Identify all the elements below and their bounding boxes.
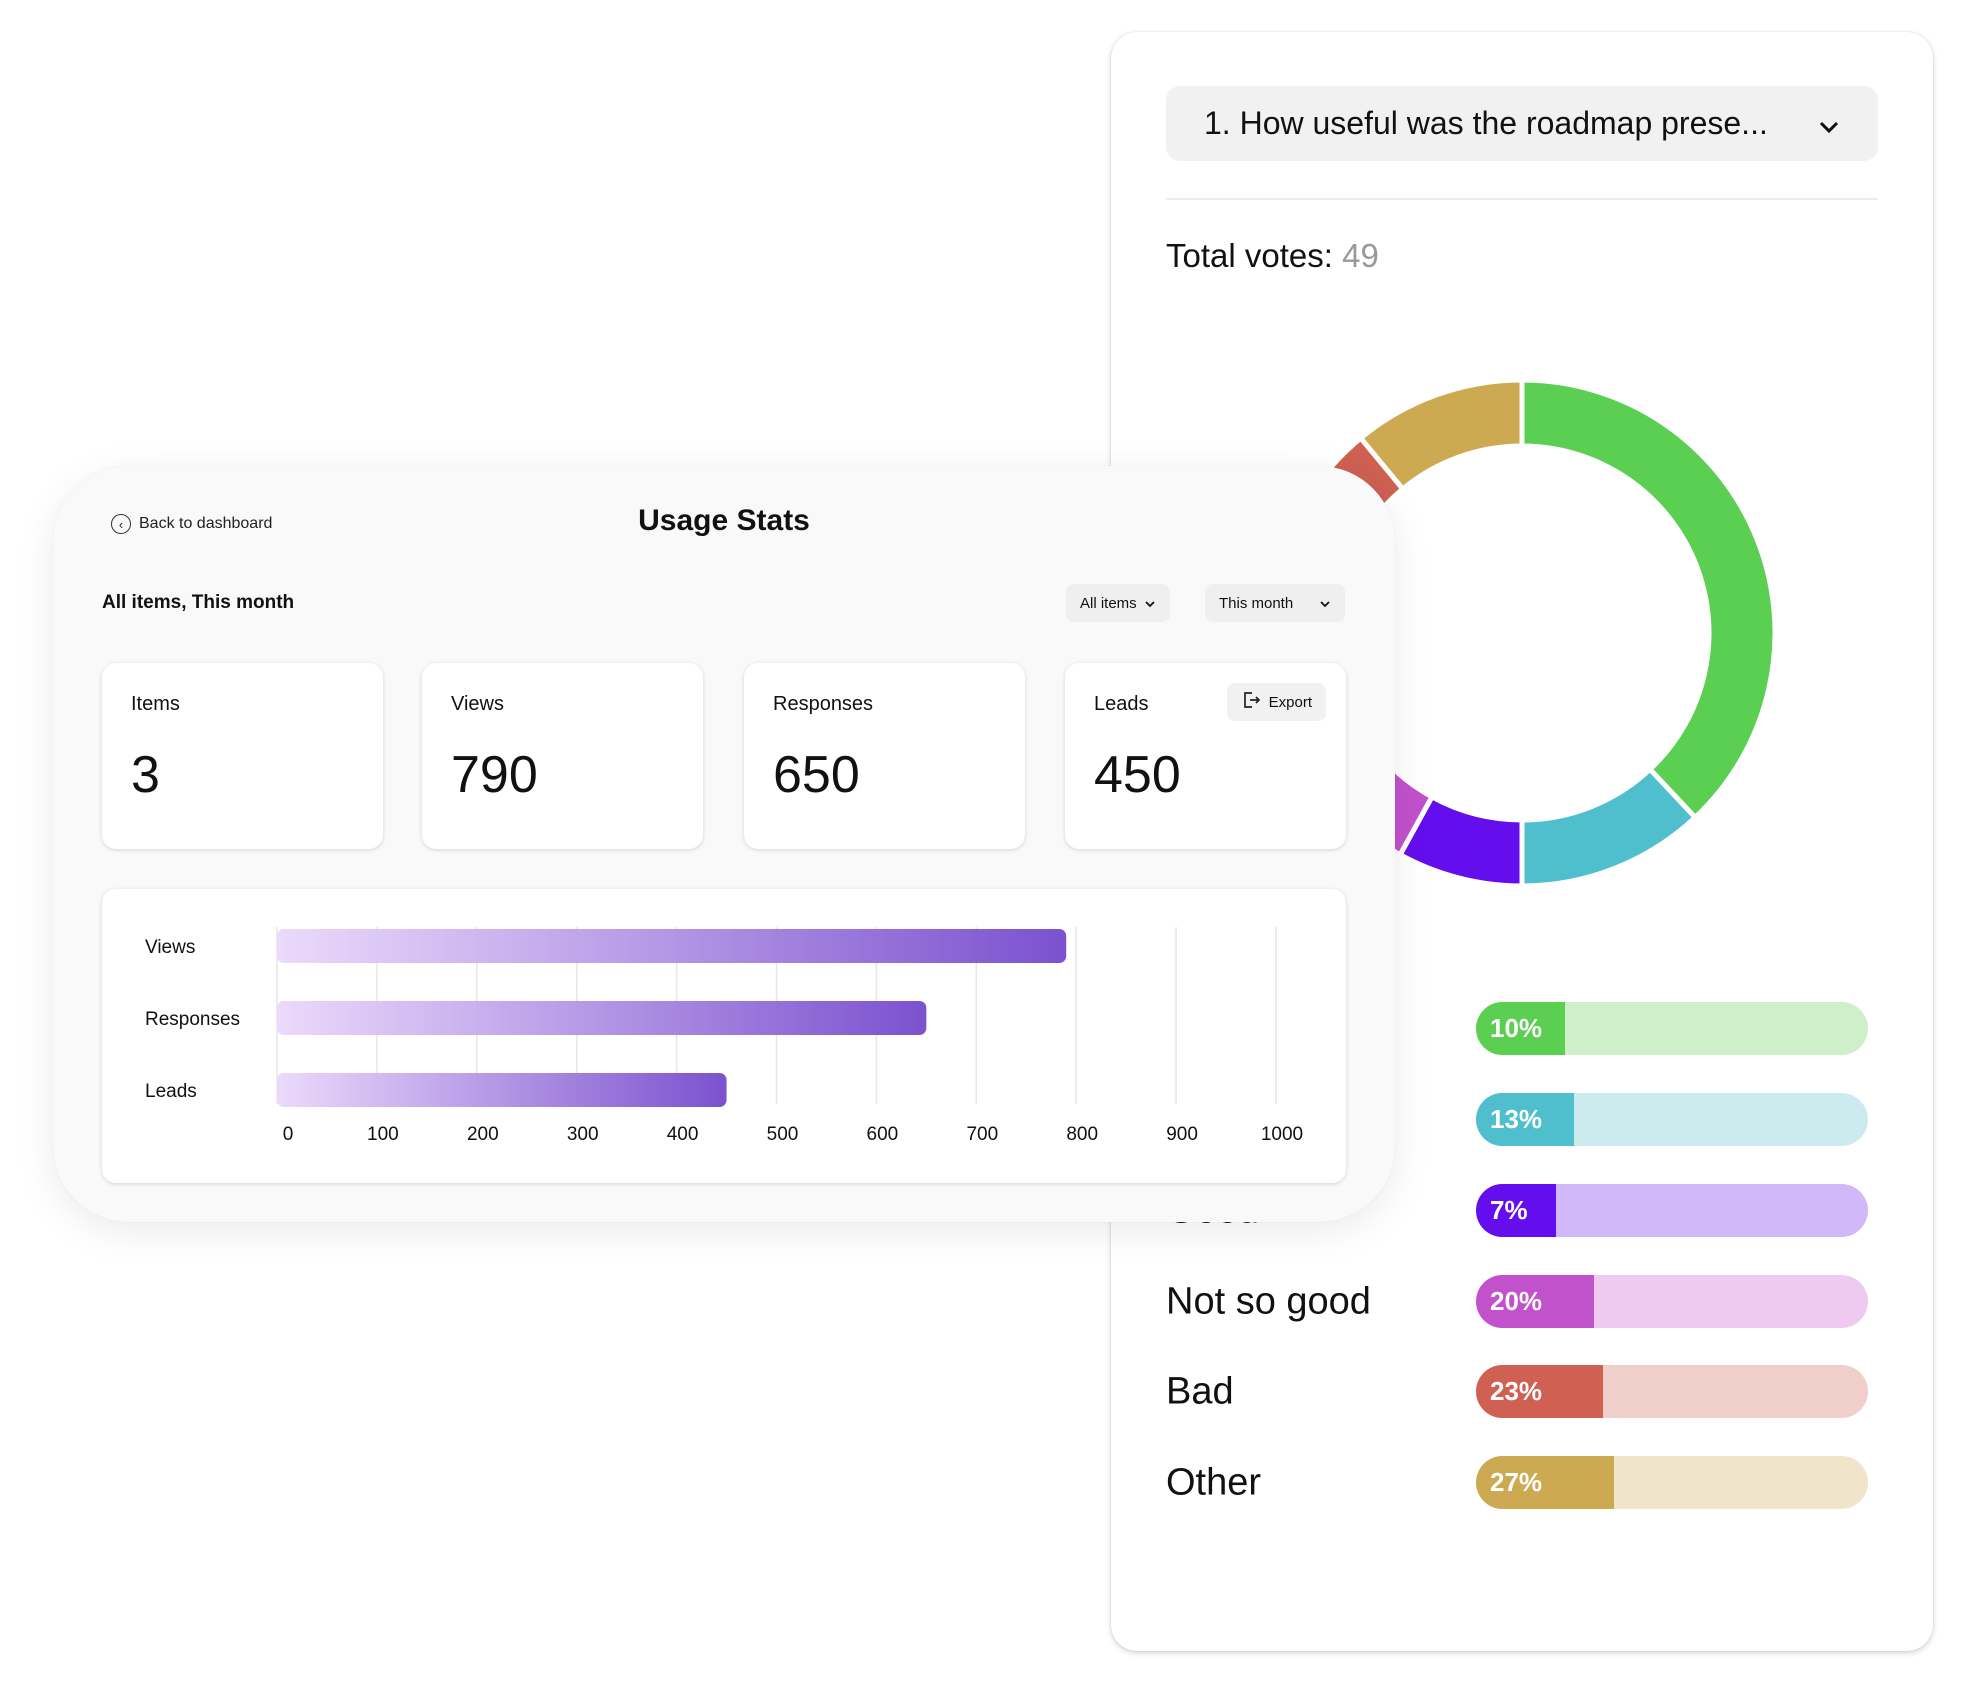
stat-card-leads: Leads 450 Export: [1065, 663, 1346, 849]
x-tick-label: 0: [283, 1124, 294, 1145]
bar-views: [277, 929, 1067, 963]
items-filter-label: All items: [1080, 594, 1137, 612]
usage-bar-chart: 0 100 200 300 400 500 600 700 800 900 1000 Views Res…: [102, 889, 1346, 1183]
x-tick-label: 700: [966, 1124, 998, 1145]
stat-label: Leads: [1094, 693, 1149, 715]
x-tick-label: 500: [767, 1124, 799, 1145]
option-progress-bar: 23%: [1476, 1365, 1868, 1418]
option-progress-bar: 13%: [1476, 1093, 1868, 1146]
donut-slice-cyan: [1519, 765, 1699, 889]
chevron-left-circle-icon: ‹: [111, 514, 131, 534]
option-label: Other: [1166, 1461, 1262, 1503]
total-votes: Total votes: 49: [1166, 237, 1379, 275]
option-label: Bad: [1166, 1370, 1234, 1412]
x-tick-label: 300: [567, 1124, 599, 1145]
option-percent: 27%: [1476, 1456, 1615, 1509]
stat-value: 3: [131, 746, 160, 804]
divider: [1166, 198, 1878, 200]
y-category-label: Views: [145, 937, 195, 958]
option-progress-bar: 7%: [1476, 1184, 1868, 1237]
stat-card-views: Views 790: [422, 663, 703, 849]
option-progress-bar: 10%: [1476, 1002, 1868, 1055]
period-filter-dropdown[interactable]: This month: [1205, 584, 1345, 622]
option-percent: 13%: [1476, 1093, 1574, 1146]
total-votes-label: Total votes:: [1166, 237, 1333, 274]
chevron-down-icon: [1818, 105, 1840, 142]
option-percent: 7%: [1476, 1184, 1557, 1237]
export-button[interactable]: Export: [1226, 683, 1326, 721]
export-label: Export: [1268, 693, 1312, 711]
filter-summary: All items, This month: [102, 592, 295, 613]
x-tick-label: 800: [1066, 1124, 1098, 1145]
y-category-label: Leads: [145, 1081, 197, 1102]
donut-slice-gold: [1357, 377, 1525, 493]
back-to-dashboard-link[interactable]: ‹ Back to dashboard: [111, 514, 272, 534]
poll-option-row: Other 27%: [1166, 1456, 1878, 1509]
option-percent: 23%: [1476, 1365, 1603, 1418]
poll-results-panel: 1. How useful was the roadmap prese... T…: [1111, 32, 1933, 1651]
stat-value: 450: [1094, 746, 1181, 804]
stat-label: Items: [131, 693, 180, 715]
bar-leads: [277, 1073, 727, 1107]
poll-option-row: Not so good 20%: [1166, 1275, 1878, 1328]
stat-label: Responses: [773, 693, 874, 715]
bar-responses: [277, 1001, 927, 1035]
option-progress-bar: 20%: [1476, 1275, 1868, 1328]
back-label: Back to dashboard: [139, 515, 273, 532]
items-filter-dropdown[interactable]: All items: [1066, 584, 1170, 622]
stat-value: 650: [773, 746, 860, 804]
option-percent: 10%: [1476, 1002, 1565, 1055]
total-votes-value: 49: [1342, 237, 1379, 274]
x-tick-label: 900: [1166, 1124, 1198, 1145]
x-tick-label: 400: [667, 1124, 699, 1145]
question-text: 1. How useful was the roadmap prese...: [1204, 105, 1768, 141]
x-tick-label: 200: [467, 1124, 499, 1145]
stat-value: 790: [451, 746, 538, 804]
x-tick-label: 600: [867, 1124, 899, 1145]
question-select[interactable]: 1. How useful was the roadmap prese...: [1166, 86, 1878, 161]
period-filter-label: This month: [1219, 594, 1294, 612]
option-progress-bar: 27%: [1476, 1456, 1868, 1509]
stat-card-responses: Responses 650: [744, 663, 1025, 849]
option-label: Not so good: [1166, 1280, 1371, 1322]
x-tick-label: 1000: [1261, 1124, 1303, 1145]
chevron-down-icon: [1319, 595, 1331, 612]
y-category-label: Responses: [145, 1009, 240, 1030]
donut-slice-green: [1519, 377, 1778, 821]
stat-label: Views: [451, 693, 504, 715]
poll-option-row: 13%: [1166, 1093, 1878, 1146]
poll-option-row: Bad 23%: [1166, 1365, 1878, 1418]
x-tick-label: 100: [367, 1124, 399, 1145]
option-percent: 20%: [1476, 1275, 1594, 1328]
export-icon: [1241, 690, 1261, 714]
chevron-down-icon: [1144, 595, 1156, 612]
usage-stats-panel: ‹ Back to dashboard Usage Stats All item…: [53, 466, 1395, 1222]
poll-option-row: 10%: [1166, 1002, 1878, 1055]
stat-card-items: Items 3: [102, 663, 383, 849]
page-title: Usage Stats: [638, 504, 810, 537]
